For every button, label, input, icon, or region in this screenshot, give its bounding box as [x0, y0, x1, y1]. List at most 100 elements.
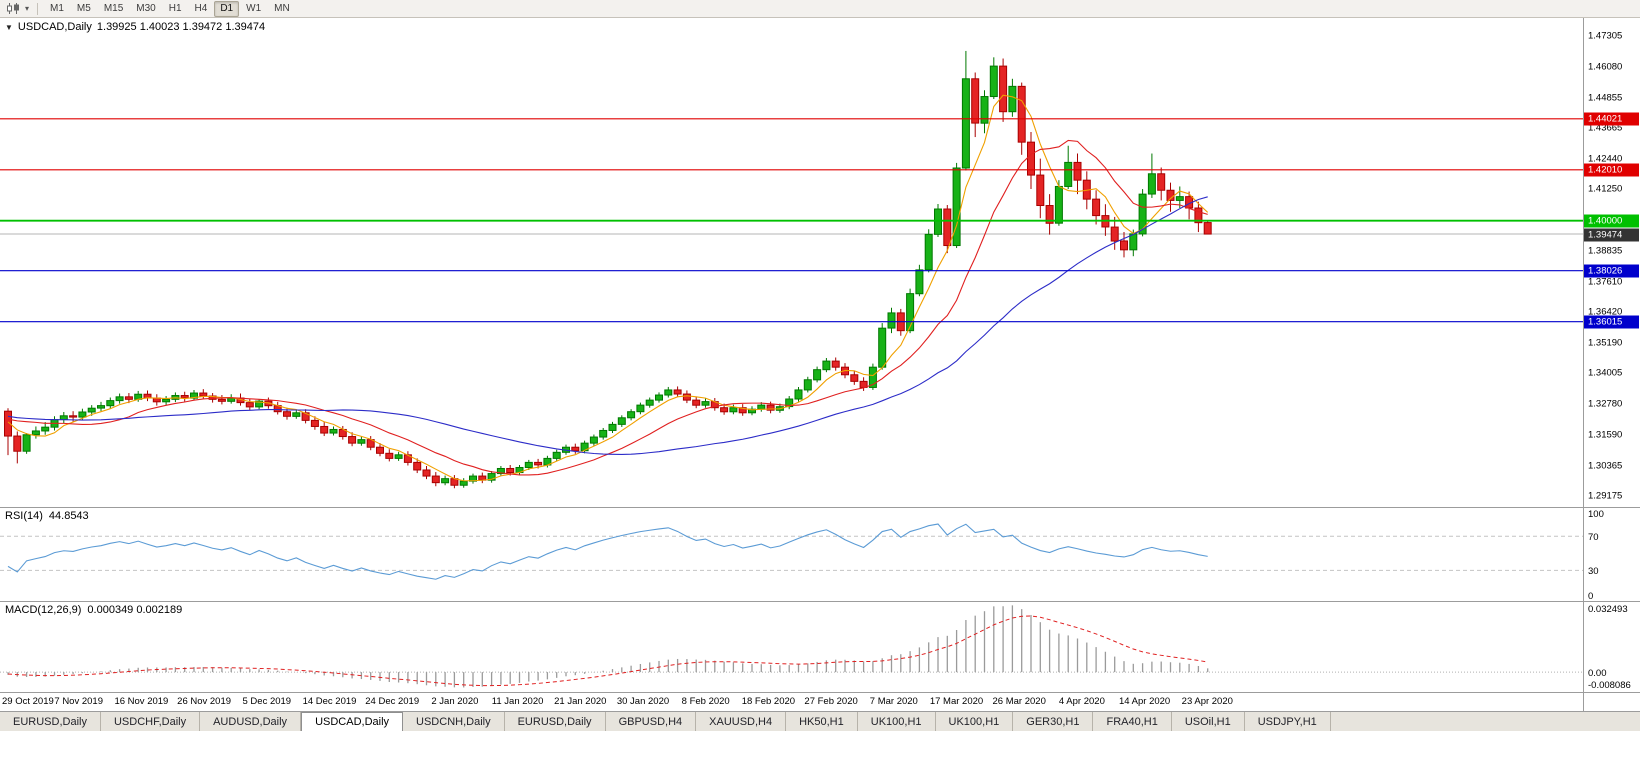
price-chart-canvas[interactable] [0, 18, 1583, 507]
macd-axis-label: 0.032493 [1588, 604, 1628, 615]
ma-line-medium-ma [7, 139, 1208, 476]
rsi-name: RSI(14) [5, 510, 43, 522]
price-axis-tick: 1.43665 [1588, 122, 1623, 134]
rsi-label: RSI(14) 44.8543 [5, 510, 89, 522]
price-level-badge: 1.36015 [1584, 315, 1639, 329]
ma-line-slow-ma [7, 196, 1208, 455]
rsi-axis-label: 70 [1588, 531, 1599, 543]
timeframe-button-h4[interactable]: H4 [194, 2, 208, 14]
price-axis-tick: 1.31590 [1588, 429, 1623, 441]
macd-pane: MACD(12,26,9) 0.000349 0.002189 [0, 602, 1583, 693]
price-axis-tick: 1.42440 [1588, 153, 1623, 165]
chart-tab-bar: EURUSD,Daily USDCHF,Daily AUDUSD,Daily USDC… [0, 711, 1640, 731]
price-axis-tick: 1.37610 [1588, 276, 1623, 288]
rsi-axis-label: 30 [1588, 566, 1599, 577]
timeframe-button-m1[interactable]: M1 [50, 2, 64, 14]
price-axis-tick: 1.44855 [1588, 92, 1623, 104]
timeframe-buttons: M1 M5 M15 M30 H1 H4 D1 W1 MN [44, 0, 296, 17]
chart-type-dropdown-icon[interactable]: ▾ [25, 3, 30, 13]
price-axis-tick: 1.47305 [1588, 30, 1623, 42]
price-axis-tick: 1.36420 [1588, 306, 1623, 318]
rsi-line [7, 523, 1208, 580]
chart-tab-xauusd-h4[interactable]: XAUUSD,H4 [696, 712, 787, 731]
date-axis-label: 18 Feb 2020 [741, 696, 796, 707]
macd-axis-label: 0.00 [1588, 667, 1607, 679]
axis-corner [1584, 693, 1640, 711]
rsi-axis-label: 0 [1588, 591, 1594, 602]
price-axis-tick: 1.34005 [1588, 367, 1623, 379]
price-pane: ▼ USDCAD,Daily 1.39925 1.40023 1.39472 1… [0, 18, 1583, 508]
chart-tab-ger30-h1[interactable]: GER30,H1 [1013, 712, 1094, 731]
price-axis-tick: 1.35190 [1588, 337, 1623, 349]
price-axis-tick: 1.29175 [1588, 490, 1623, 502]
price-axis-tick: 1.30365 [1588, 460, 1623, 472]
candlestick-chart-icon[interactable] [4, 3, 22, 14]
date-axis-label: 30 Jan 2020 [616, 696, 670, 707]
timeframe-button-h1[interactable]: H1 [168, 2, 182, 14]
timeframe-button-w1[interactable]: W1 [246, 2, 262, 14]
timeframe-button-m30[interactable]: M30 [136, 2, 156, 14]
timeframe-button-d1[interactable]: D1 [214, 0, 240, 17]
toolbar-separator [37, 2, 39, 15]
price-axis-tick: 1.41250 [1588, 183, 1623, 195]
date-axis-label: 24 Dec 2019 [365, 696, 420, 707]
chart-tab-gbpusd-h4[interactable]: GBPUSD,H4 [605, 712, 697, 731]
date-axis-label: 21 Jan 2020 [554, 696, 607, 707]
rsi-axis: 100 70 30 0 [1584, 508, 1640, 602]
timeframe-button-m5[interactable]: M5 [76, 2, 91, 14]
macd-axis: 0.032493 0.00 -0.008086 [1584, 602, 1640, 693]
macd-label: MACD(12,26,9) 0.000349 0.002189 [5, 604, 182, 616]
date-axis-label: 14 Dec 2019 [302, 696, 357, 707]
date-axis[interactable]: 29 Oct 2019 7 Nov 2019 16 Nov 2019 26 Nov 2… [0, 693, 1583, 711]
chart-tab-audusd-daily[interactable]: AUDUSD,Daily [200, 712, 302, 731]
date-axis-label: 26 Nov 2019 [177, 696, 232, 707]
timeframe-button-m15[interactable]: M15 [103, 2, 124, 14]
chart-tab-fra40-h1[interactable]: FRA40,H1 [1093, 712, 1172, 731]
date-axis-label: 2 Jan 2020 [431, 696, 479, 707]
price-axis-tick: 1.46080 [1588, 61, 1623, 73]
ma-line-fast-ma [7, 94, 1209, 482]
price-level-badge: 1.44021 [1584, 112, 1639, 126]
rsi-current-value: 44.8543 [48, 510, 89, 522]
chart-tab-usdcad-daily[interactable]: USDCAD,Daily [301, 712, 404, 731]
timeframe-button-mn[interactable]: MN [274, 2, 290, 14]
macd-current-values: 0.000349 0.002189 [87, 604, 183, 616]
chart-tab-uk100-h1[interactable]: UK100,H1 [857, 712, 936, 731]
date-axis-label: 29 Oct 2019 [2, 696, 54, 707]
chart-tab-usdjpy-h1[interactable]: USDJPY,H1 [1244, 712, 1331, 731]
date-axis-label: 27 Feb 2020 [804, 696, 858, 707]
rsi-chart-canvas[interactable] [0, 508, 1583, 601]
macd-axis-label: -0.008086 [1588, 680, 1631, 691]
price-level-badge: 1.38026 [1584, 264, 1639, 278]
macd-chart-canvas[interactable] [0, 602, 1583, 692]
chart-tab-usdcnh-daily[interactable]: USDCNH,Daily [403, 712, 505, 731]
chart-tab-uk100-h1[interactable]: UK100,H1 [935, 712, 1014, 731]
date-axis-label: 4 Apr 2020 [1058, 696, 1105, 707]
macd-histogram [7, 605, 1209, 688]
chart-workspace: ▼ USDCAD,Daily 1.39925 1.40023 1.39472 1… [0, 18, 1640, 711]
rsi-pane: RSI(14) 44.8543 [0, 508, 1583, 602]
price-axis-column[interactable]: 1.47305 1.46080 1.44855 1.43665 1.42440 1.412… [1583, 18, 1640, 711]
date-axis-label: 7 Mar 2020 [869, 696, 918, 707]
chart-tab-eurusd-daily[interactable]: EURUSD,Daily [504, 712, 606, 731]
price-axis-tick: 1.38835 [1588, 245, 1623, 257]
date-axis-label: 17 Mar 2020 [929, 696, 984, 707]
chart-tab-usoil-h1[interactable]: USOil,H1 [1171, 712, 1245, 731]
date-axis-label: 8 Feb 2020 [681, 696, 730, 707]
date-axis-label: 16 Nov 2019 [114, 696, 169, 707]
date-axis-label: 11 Jan 2020 [491, 696, 544, 707]
chart-tab-hk50-h1[interactable]: HK50,H1 [786, 712, 858, 731]
date-axis-label: 23 Apr 2020 [1181, 696, 1233, 707]
timeframe-toolbar: ▾ M1 M5 M15 M30 H1 H4 D1 W1 MN [0, 0, 1640, 18]
rsi-axis-label: 100 [1588, 509, 1604, 520]
chart-tab-usdchf-daily[interactable]: USDCHF,Daily [100, 712, 201, 731]
date-axis-label: 14 Apr 2020 [1118, 696, 1171, 707]
chart-tab-eurusd-daily[interactable]: EURUSD,Daily [0, 712, 101, 731]
date-axis-label: 26 Mar 2020 [992, 696, 1046, 707]
date-axis-label: 5 Dec 2019 [242, 696, 292, 707]
price-axis[interactable]: 1.47305 1.46080 1.44855 1.43665 1.42440 1.412… [1584, 18, 1640, 508]
current-price-badge: 1.39474 [1584, 228, 1639, 241]
date-axis-label: 7 Nov 2019 [54, 696, 103, 707]
status-area [0, 731, 1640, 760]
